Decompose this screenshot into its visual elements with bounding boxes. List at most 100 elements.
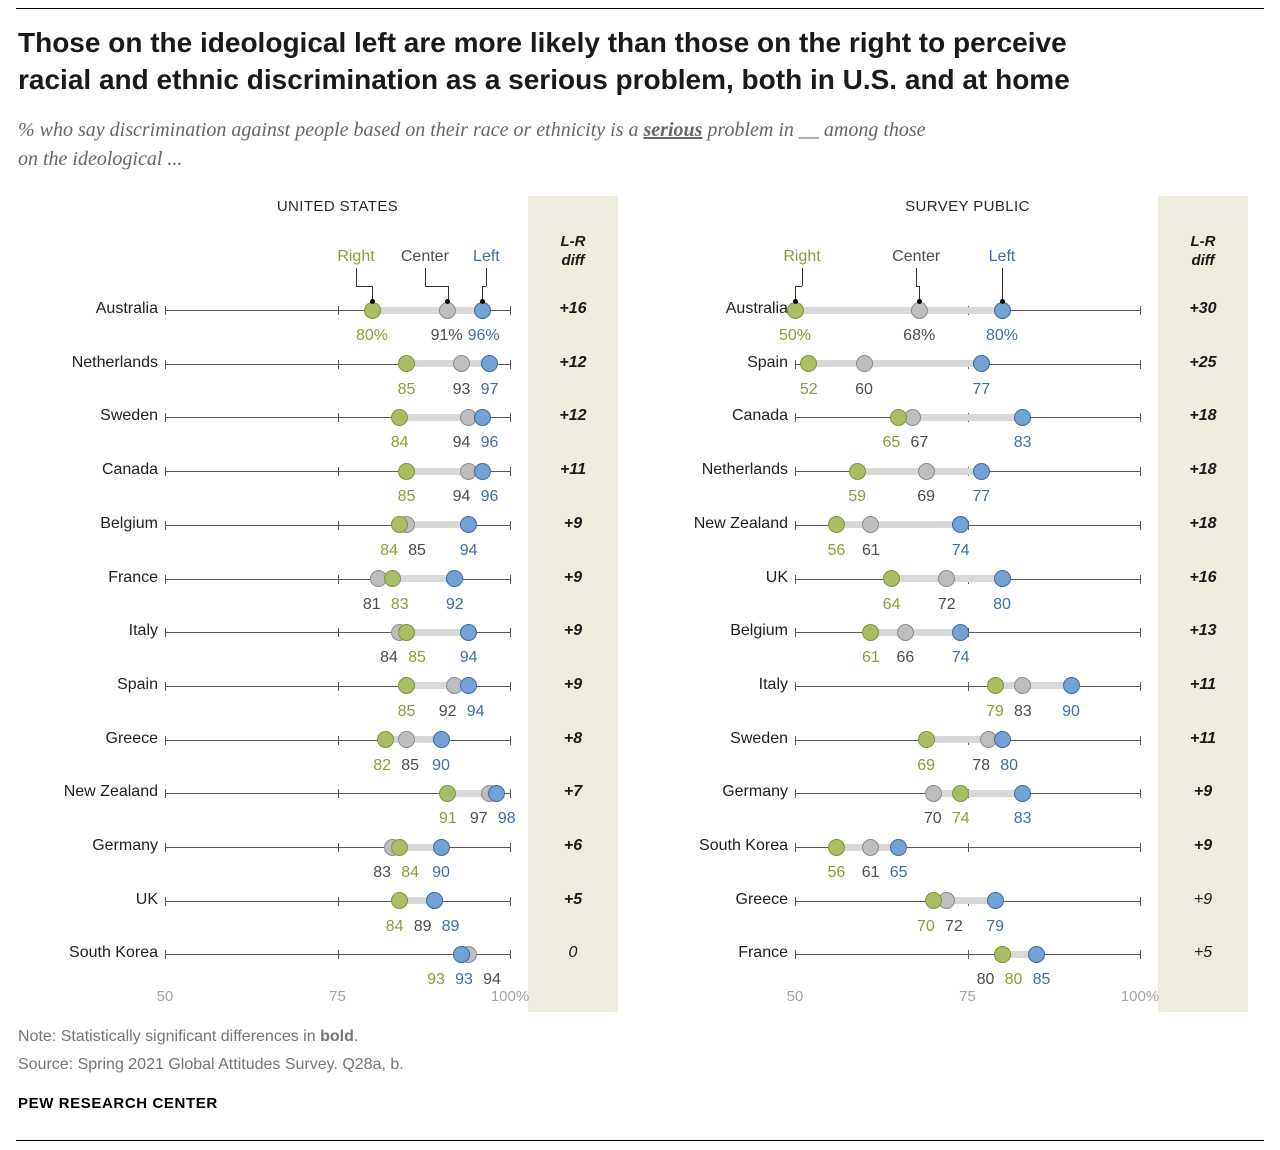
axis-tick-label: 75 xyxy=(329,988,346,1005)
dot-left xyxy=(972,462,990,480)
axis-tick xyxy=(510,628,511,638)
axis-tick xyxy=(510,413,511,423)
range-bar xyxy=(1002,950,1037,958)
value-label-center: 72 xyxy=(944,917,963,935)
dot-center xyxy=(439,301,457,319)
dot-left xyxy=(487,784,505,802)
axis-tick xyxy=(165,735,166,745)
diff-header-word: L-R xyxy=(1190,233,1216,250)
value-label-left: 89 xyxy=(441,917,460,935)
value-label-right: 84 xyxy=(390,434,409,452)
dot-center xyxy=(924,784,942,802)
axis-tick xyxy=(1140,628,1141,638)
axis-tick xyxy=(1140,950,1141,960)
axis-tick xyxy=(165,359,166,369)
axis-tick-label: 50 xyxy=(156,988,174,1005)
diff-value: +7 xyxy=(563,783,583,801)
value-label-left: 74 xyxy=(951,541,970,559)
dot-center xyxy=(453,355,471,373)
value-label-right: 85 xyxy=(397,380,416,398)
dot-right xyxy=(391,516,409,534)
country-label: Sweden xyxy=(100,407,158,425)
axis-tick xyxy=(795,413,796,423)
axis-tick xyxy=(510,950,511,960)
axis-tick xyxy=(967,681,969,691)
dot-right xyxy=(883,570,901,587)
diff-value: +9 xyxy=(563,568,583,586)
subtitle-emphasis: serious xyxy=(643,119,703,141)
dot-right xyxy=(391,892,409,910)
axis-tick xyxy=(510,467,511,477)
diff-value: +12 xyxy=(559,353,587,371)
value-label-right: 70 xyxy=(916,917,935,935)
range-bar xyxy=(870,628,961,636)
country-label: Australia xyxy=(725,300,788,317)
diff-value: +6 xyxy=(563,837,583,854)
value-label-left: 77 xyxy=(972,380,991,398)
axis-tick xyxy=(795,520,796,530)
range-bar xyxy=(447,789,497,797)
value-label-center: 60 xyxy=(855,380,873,398)
range-bar xyxy=(399,521,469,529)
value-label-center: 94 xyxy=(452,434,471,452)
legend-leader-dot xyxy=(445,299,451,304)
value-label-right: 91 xyxy=(438,810,457,828)
country-label: Greece xyxy=(105,729,158,747)
axis-tick xyxy=(337,681,339,691)
axis-tick xyxy=(510,843,511,852)
legend-leader-line xyxy=(919,286,921,301)
diff-value: +9 xyxy=(1193,890,1213,908)
value-label-left: 74 xyxy=(951,649,970,667)
value-label-center: 72 xyxy=(937,595,956,613)
value-label-center: 61 xyxy=(861,541,880,559)
axis-tick xyxy=(165,574,166,584)
country-label: Canada xyxy=(731,407,788,425)
diff-value: +25 xyxy=(1189,353,1217,371)
country-label: France xyxy=(108,568,158,586)
value-label-right: 61 xyxy=(861,649,880,667)
value-label-right: 65 xyxy=(882,434,901,452)
country-label: Belgium xyxy=(100,514,158,532)
dot-left xyxy=(890,838,907,856)
dot-left xyxy=(432,731,450,749)
axis-tick xyxy=(510,359,511,369)
value-label-right: 80% xyxy=(355,327,389,344)
value-label-right: 56 xyxy=(827,864,846,881)
diff-value: +5 xyxy=(563,890,583,908)
value-label-center: 93 xyxy=(452,380,471,398)
dot-left xyxy=(480,355,498,373)
dot-left xyxy=(952,623,970,641)
diff-header-word: diff xyxy=(1191,252,1215,269)
legend-leader-line xyxy=(916,268,918,286)
dot-left xyxy=(473,408,491,426)
value-label-left: 79 xyxy=(986,917,1004,935)
dot-left xyxy=(993,731,1011,749)
panel-title: SURVEY PUBLIC xyxy=(905,198,1030,215)
range-bar xyxy=(399,628,469,636)
value-label-left: 90 xyxy=(1062,702,1080,720)
dot-right xyxy=(890,408,907,426)
value-label-right: 93 xyxy=(427,971,445,989)
range-bar xyxy=(808,360,982,368)
subtitle-suffix: problem in __ among those xyxy=(702,119,926,141)
range-bar xyxy=(795,306,1002,314)
dot-right xyxy=(363,301,381,319)
dot-center xyxy=(855,355,873,373)
axis-tick xyxy=(510,574,511,584)
dot-right xyxy=(398,677,415,695)
legend-label-right: Right xyxy=(783,248,821,265)
value-label-center: 97 xyxy=(469,810,488,828)
value-label-left: 94 xyxy=(459,649,478,667)
axis-tick xyxy=(165,843,166,852)
value-label-center: 84 xyxy=(380,649,398,667)
dot-left xyxy=(1014,784,1032,802)
diff-column-header: L-R diff xyxy=(528,232,618,270)
diff-value: +11 xyxy=(1190,675,1216,693)
country-label: UK xyxy=(135,890,158,908)
dot-center xyxy=(862,516,880,534)
subtitle: % who say discrimination against people … xyxy=(18,116,1218,174)
note: Note: Statistically significant differen… xyxy=(18,1028,358,1046)
range-bar xyxy=(406,682,469,690)
dot-center xyxy=(896,623,914,641)
title-line-2: racial and ethnic discrimination as a se… xyxy=(18,64,1070,95)
